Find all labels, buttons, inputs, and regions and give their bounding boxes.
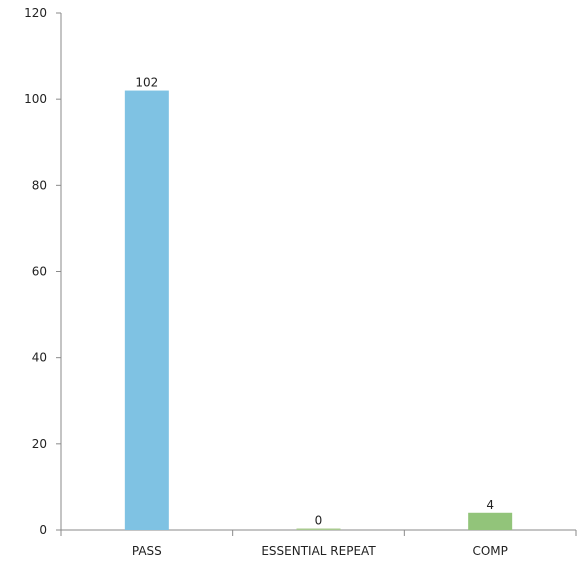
y-tick-label: 0 [39, 523, 47, 537]
y-tick-label: 100 [24, 92, 47, 106]
data-label: 4 [486, 498, 494, 512]
bars [124, 90, 513, 531]
y-tick-label: 60 [32, 265, 47, 279]
x-tick-label: ESSENTIAL REPEAT [261, 544, 376, 558]
x-axis: PASS ESSENTIAL REPEAT COMP [60, 529, 577, 558]
x-tick-label: COMP [472, 544, 507, 558]
bar-essential-repeat [296, 528, 341, 530]
y-tick-label: 20 [32, 437, 47, 451]
x-tick-label: PASS [132, 544, 162, 558]
y-tick-label: 80 [32, 178, 47, 192]
bar-pass [124, 90, 169, 531]
bar-comp [468, 512, 513, 530]
y-tick-label: 120 [24, 6, 47, 20]
y-tick-label: 40 [32, 351, 47, 365]
y-axis: 0 20 40 60 80 100 120 [24, 6, 62, 537]
data-labels: 102 0 4 [135, 76, 494, 528]
data-label: 102 [135, 76, 158, 90]
data-label: 0 [315, 514, 323, 528]
